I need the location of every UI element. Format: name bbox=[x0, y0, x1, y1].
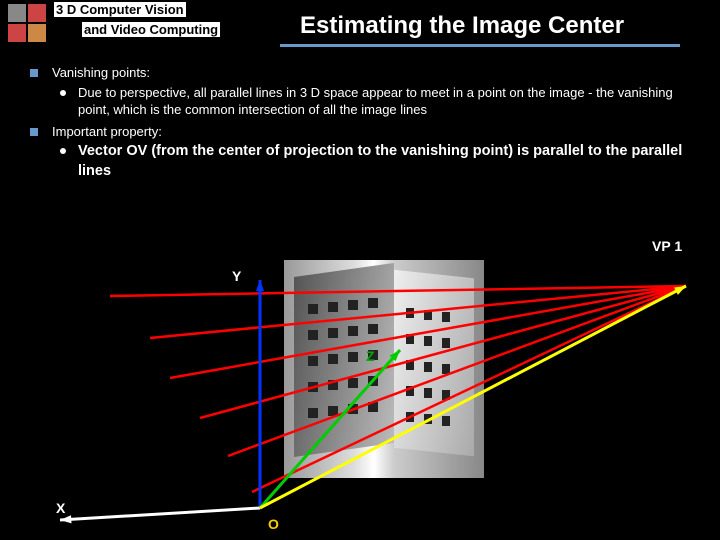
bullet-2-sub-text: Vector OV (from the center of projection… bbox=[78, 142, 700, 181]
square-bullet-icon bbox=[30, 128, 38, 136]
bullet-2: Important property: bbox=[30, 123, 700, 141]
bullet-2-sub: Vector OV (from the center of projection… bbox=[60, 142, 700, 181]
x-axis-label: X bbox=[56, 500, 65, 516]
z-axis-label: Z bbox=[366, 348, 375, 364]
header-line-2: and Video Computing bbox=[82, 22, 220, 37]
content-area: Vanishing points: Due to perspective, al… bbox=[30, 64, 700, 185]
y-axis-label: Y bbox=[232, 268, 241, 284]
title-underline bbox=[280, 44, 680, 47]
slide-title: Estimating the Image Center bbox=[300, 12, 624, 40]
vanishing-point-diagram: VP 1 Y Z X O bbox=[0, 240, 720, 540]
origin-label: O bbox=[268, 516, 279, 532]
logo-sq-4 bbox=[28, 24, 46, 42]
dot-bullet-icon bbox=[60, 90, 66, 96]
bullet-2-text: Important property: bbox=[52, 123, 162, 141]
bullet-1-sub-text: Due to perspective, all parallel lines i… bbox=[78, 84, 700, 119]
bullet-1: Vanishing points: bbox=[30, 64, 700, 82]
vp1-label: VP 1 bbox=[652, 238, 682, 254]
diagram-svg bbox=[0, 240, 720, 540]
bullet-1-sub: Due to perspective, all parallel lines i… bbox=[60, 84, 700, 119]
logo-sq-2 bbox=[28, 4, 46, 22]
header-line-1: 3 D Computer Vision bbox=[54, 2, 186, 17]
slide-header: 3 D Computer Vision and Video Computing … bbox=[0, 0, 720, 48]
logo-icon bbox=[8, 4, 46, 42]
bullet-1-text: Vanishing points: bbox=[52, 64, 150, 82]
square-bullet-icon bbox=[30, 69, 38, 77]
logo-sq-1 bbox=[8, 4, 26, 22]
dot-bullet-icon bbox=[60, 148, 66, 154]
logo-sq-3 bbox=[8, 24, 26, 42]
